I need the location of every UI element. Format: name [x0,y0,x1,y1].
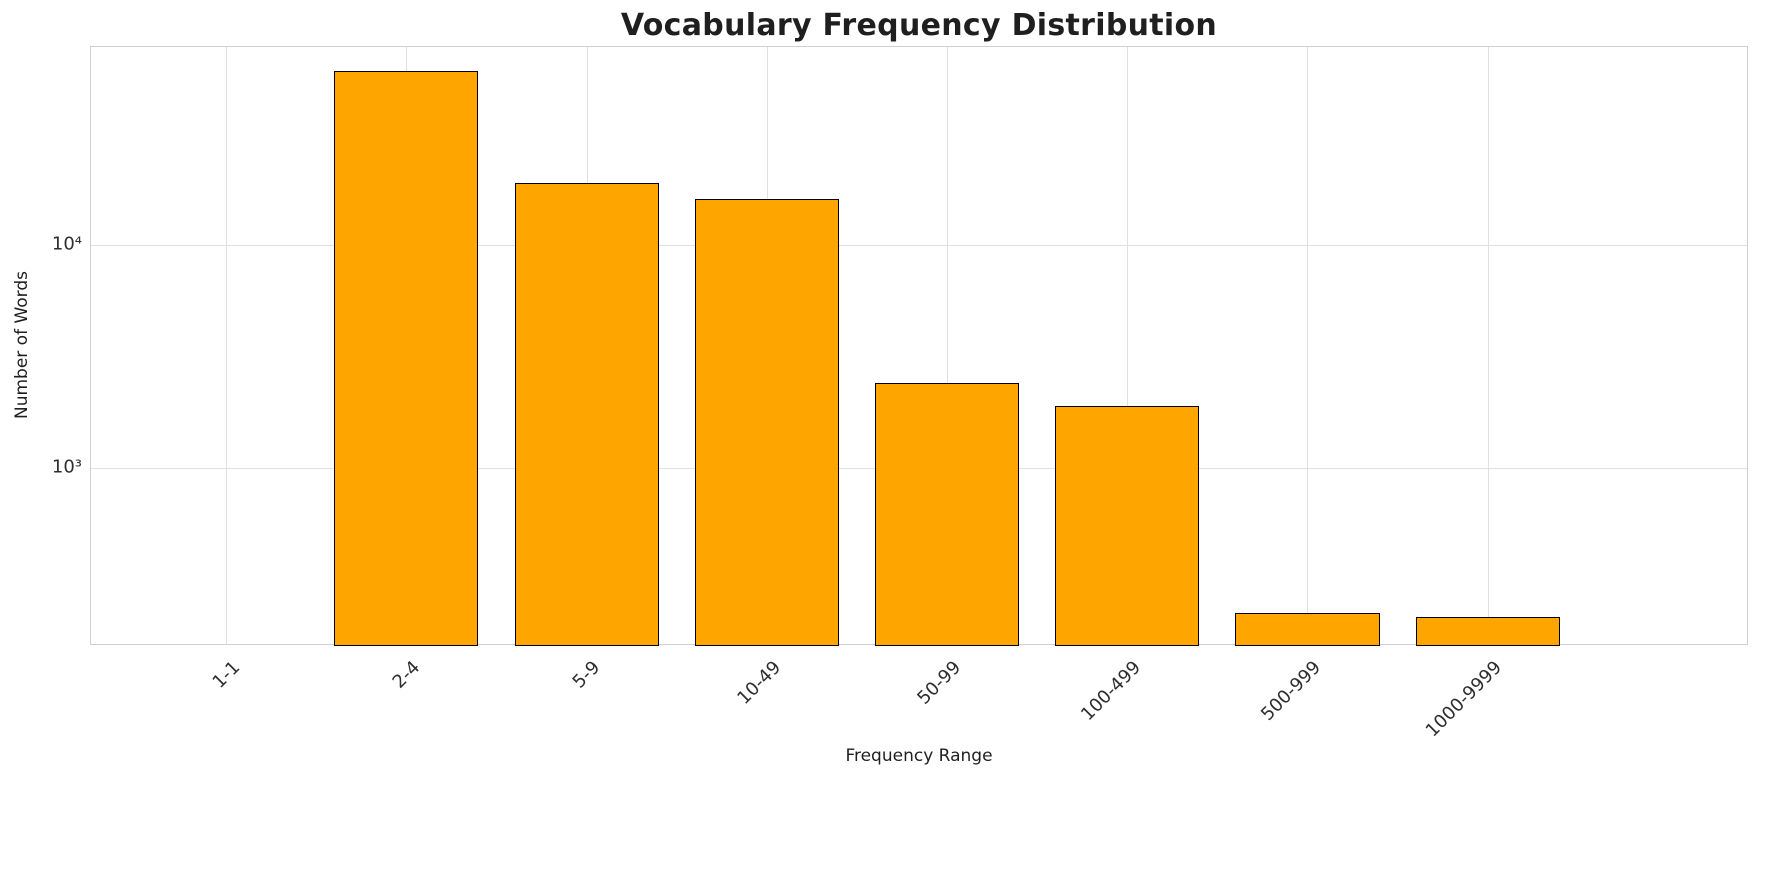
x-tick-label: 100-499 [1077,657,1146,726]
bar [874,383,1020,646]
x-tick-label: 2-4 [388,657,425,693]
bar [1235,612,1380,646]
x-tick-label: 5-9 [568,657,605,693]
x-gridline [947,47,949,644]
x-tick-label: 500-999 [1257,657,1326,726]
x-gridline [1307,47,1309,644]
x-tick-label: 50-99 [913,657,965,709]
bar [1415,617,1560,646]
plot-area [90,46,1748,646]
x-gridline [1127,47,1129,644]
x-gridline [226,47,228,644]
y-axis-label: Number of Words [12,270,32,420]
x-tick-label: 1000-9999 [1421,657,1506,742]
bar [694,199,839,646]
x-tick-label: 1-1 [208,657,245,693]
x-tick-label: 10-49 [732,657,785,709]
x-gridline [1487,47,1489,644]
bar [1055,406,1200,646]
bar [514,182,659,646]
x-axis-label: Frequency Range [845,746,993,766]
chart-title: Vocabulary Frequency Distribution [620,8,1218,43]
bar [334,71,479,646]
y-tick-label: 10³ [51,456,82,478]
y-tick-label: 10⁴ [51,233,82,255]
y-gridline [91,244,1747,246]
